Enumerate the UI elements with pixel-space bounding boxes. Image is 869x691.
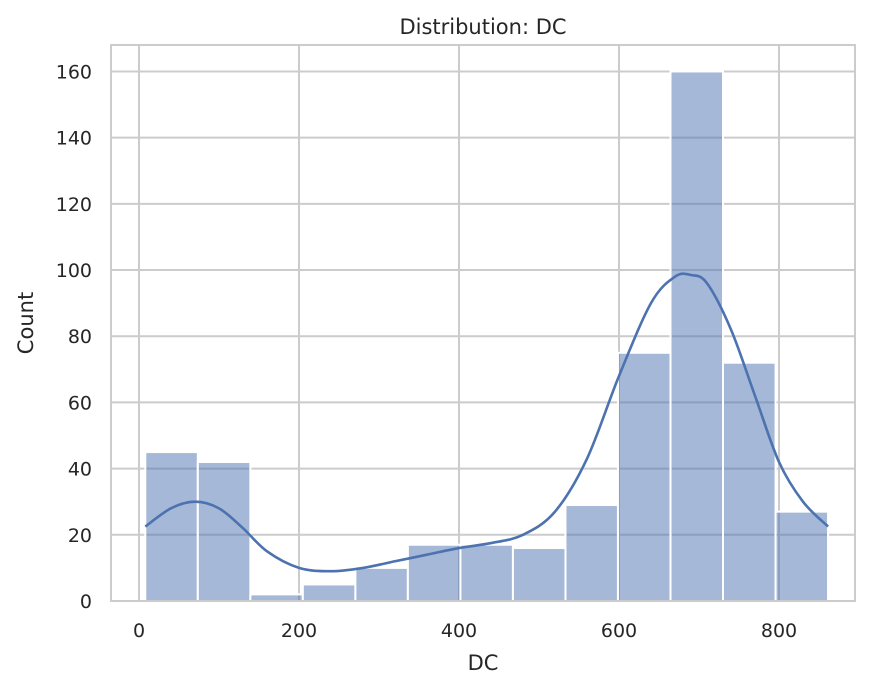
x-tick-label: 600 — [601, 620, 637, 642]
y-tick-label: 120 — [56, 194, 92, 216]
histogram-bar — [564, 504, 619, 602]
y-axis-title: Count — [14, 292, 38, 354]
plot-frame — [110, 44, 856, 602]
x-tick-label: 800 — [761, 620, 797, 642]
x-tick-labels: 0 200 400 600 800 — [133, 620, 797, 642]
histogram-bar — [354, 566, 409, 603]
histogram-bar — [511, 547, 567, 602]
y-tick-label: 100 — [56, 260, 92, 282]
histogram-bar — [722, 361, 777, 603]
histogram-bar — [459, 543, 514, 603]
y-tick-label: 40 — [68, 459, 92, 481]
x-axis-title: DC — [468, 651, 499, 675]
histogram-bar — [144, 451, 199, 603]
histogram-bar — [774, 510, 830, 602]
bars — [144, 70, 830, 603]
histogram-bar — [669, 70, 725, 602]
y-tick-label: 60 — [68, 392, 92, 414]
y-tick-label: 20 — [68, 525, 92, 547]
y-tick-label: 140 — [56, 128, 92, 150]
x-tick-label: 400 — [441, 620, 477, 642]
y-tick-labels: 0 20 40 60 80 100 120 140 160 — [56, 61, 92, 613]
histogram-bar — [196, 461, 252, 602]
x-tick-label: 200 — [281, 620, 317, 642]
histogram-bar — [301, 583, 357, 603]
y-tick-label: 0 — [80, 591, 92, 613]
y-tick-label: 160 — [56, 61, 92, 83]
x-tick-label: 0 — [133, 620, 145, 642]
kde-curve-group — [144, 272, 829, 573]
histogram-bar — [616, 351, 672, 602]
y-tick-label: 80 — [68, 326, 92, 348]
chart-title: Distribution: DC — [399, 15, 566, 39]
kde-curve — [144, 272, 829, 573]
